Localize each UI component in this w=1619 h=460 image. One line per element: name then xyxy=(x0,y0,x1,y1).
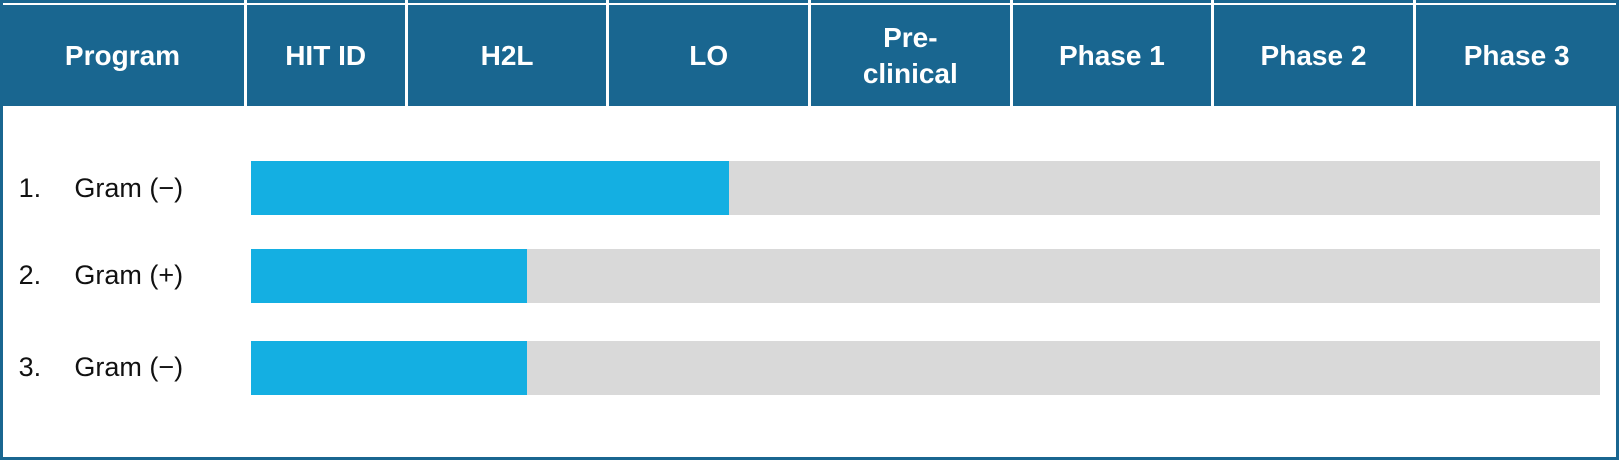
column-header: Phase 2 xyxy=(1260,39,1367,71)
column-header: Pre-clinical xyxy=(862,21,958,89)
row-number: 1. xyxy=(18,172,42,203)
column-separator xyxy=(243,0,247,107)
column-separator xyxy=(1009,0,1013,107)
column-header: LO xyxy=(689,39,729,71)
column-separator xyxy=(404,0,408,107)
row-number: 3. xyxy=(18,352,42,383)
column-separator xyxy=(1211,0,1215,107)
program-name: Gram (−) xyxy=(74,352,184,383)
column-header: HIT ID xyxy=(285,39,367,71)
column-header: Program xyxy=(64,39,181,71)
progress-bar xyxy=(251,161,729,215)
progress-bar xyxy=(251,341,528,395)
column-separator xyxy=(808,0,811,107)
column-header: H2L xyxy=(480,39,534,71)
column-header: Phase 3 xyxy=(1463,39,1570,71)
row-number: 2. xyxy=(18,260,42,291)
program-name: Gram (+) xyxy=(74,260,184,291)
progress-bar xyxy=(251,249,528,303)
column-header: Phase 1 xyxy=(1058,39,1165,71)
column-separator xyxy=(1412,0,1416,107)
column-separator xyxy=(606,0,610,107)
program-name: Gram (−) xyxy=(74,172,184,203)
